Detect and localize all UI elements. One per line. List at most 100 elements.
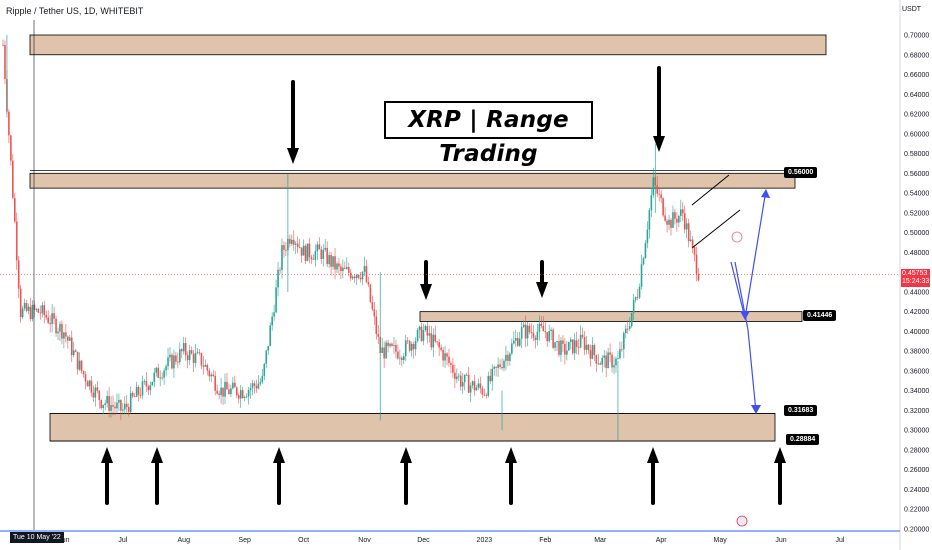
candle: [448, 348, 450, 368]
candle-body: [37, 308, 40, 313]
x-tick-label: Jul: [118, 537, 127, 544]
candle-body: [395, 345, 397, 352]
candle-body: [192, 353, 195, 364]
candle: [61, 320, 63, 345]
y-tick-label: 0.32000: [904, 408, 929, 415]
candle-body: [220, 387, 222, 396]
candle-body: [208, 370, 211, 377]
candle-body: [497, 364, 499, 368]
candle: [399, 349, 401, 365]
candle: [59, 321, 61, 341]
candle-body: [422, 329, 425, 341]
candle: [175, 351, 177, 365]
candle-body: [47, 317, 49, 323]
candle: [652, 167, 655, 198]
candle: [577, 338, 580, 355]
candle-body: [65, 332, 67, 337]
candle-body: [53, 313, 55, 319]
candle-body: [501, 367, 503, 369]
candle: [499, 359, 501, 370]
candle-body: [163, 370, 165, 378]
candle: [410, 341, 413, 357]
candle-body: [149, 385, 152, 391]
candle-body: [444, 353, 446, 361]
candle-body: [507, 354, 509, 361]
x-tick-label: Feb: [539, 537, 551, 544]
candle: [548, 324, 550, 344]
candle: [347, 262, 350, 277]
candle: [634, 296, 637, 303]
candle: [687, 218, 690, 248]
y-tick-label: 0.64000: [904, 92, 929, 99]
candle-body: [569, 339, 572, 342]
candle: [402, 353, 405, 365]
candle-body: [281, 245, 283, 271]
candle: [330, 251, 332, 276]
candle: [118, 393, 120, 411]
candle-body: [347, 267, 350, 273]
candle: [218, 390, 220, 400]
candle: [108, 387, 110, 418]
candle-body: [554, 342, 556, 348]
candle: [528, 323, 531, 335]
candle-body: [253, 383, 256, 386]
candle: [31, 300, 34, 322]
candle: [458, 373, 460, 381]
candle-body: [188, 350, 191, 361]
candle: [94, 384, 97, 407]
candle: [391, 342, 393, 348]
candle: [332, 256, 334, 270]
candle: [375, 309, 378, 340]
candle: [334, 248, 336, 280]
candle-body: [194, 353, 197, 364]
candle-body: [112, 405, 114, 407]
candle: [662, 197, 664, 218]
candle-body: [320, 249, 323, 259]
candle-body: [660, 194, 662, 199]
candle-body: [124, 403, 126, 410]
candle-body: [581, 334, 584, 337]
candle-body: [285, 249, 287, 251]
arrow-head: [647, 447, 659, 463]
candle-body: [450, 362, 452, 365]
candle-body: [670, 219, 672, 228]
candle: [298, 238, 301, 249]
candle: [353, 273, 356, 283]
candle: [540, 316, 543, 329]
candle: [617, 350, 619, 360]
candle: [273, 304, 275, 321]
candle: [636, 288, 639, 301]
candle: [120, 399, 122, 421]
candle-body: [198, 352, 201, 354]
y-tick-label: 0.56000: [904, 171, 929, 178]
candle: [72, 341, 75, 358]
candle-body: [251, 383, 254, 389]
candle: [198, 348, 201, 356]
candle: [477, 378, 480, 390]
candle: [644, 239, 647, 259]
candle: [593, 343, 596, 361]
candle: [23, 298, 26, 311]
candle-body: [499, 364, 501, 368]
candle: [237, 392, 240, 404]
candle-body: [59, 323, 61, 332]
candle: [381, 337, 383, 354]
x-tick-label: Oct: [298, 537, 309, 544]
candle-body: [359, 277, 362, 280]
candle: [558, 334, 560, 357]
candle: [672, 205, 674, 228]
candle: [377, 325, 380, 344]
candle: [605, 350, 607, 377]
candle-body: [145, 380, 148, 387]
candle: [43, 300, 46, 324]
candle: [395, 339, 397, 359]
candle: [485, 392, 488, 399]
candle-body: [640, 264, 643, 287]
candle-body: [503, 360, 505, 369]
candle-body: [67, 336, 69, 341]
candle-body: [489, 375, 492, 382]
candle-body: [228, 389, 230, 395]
candle-body: [137, 386, 140, 395]
candle: [255, 379, 258, 393]
